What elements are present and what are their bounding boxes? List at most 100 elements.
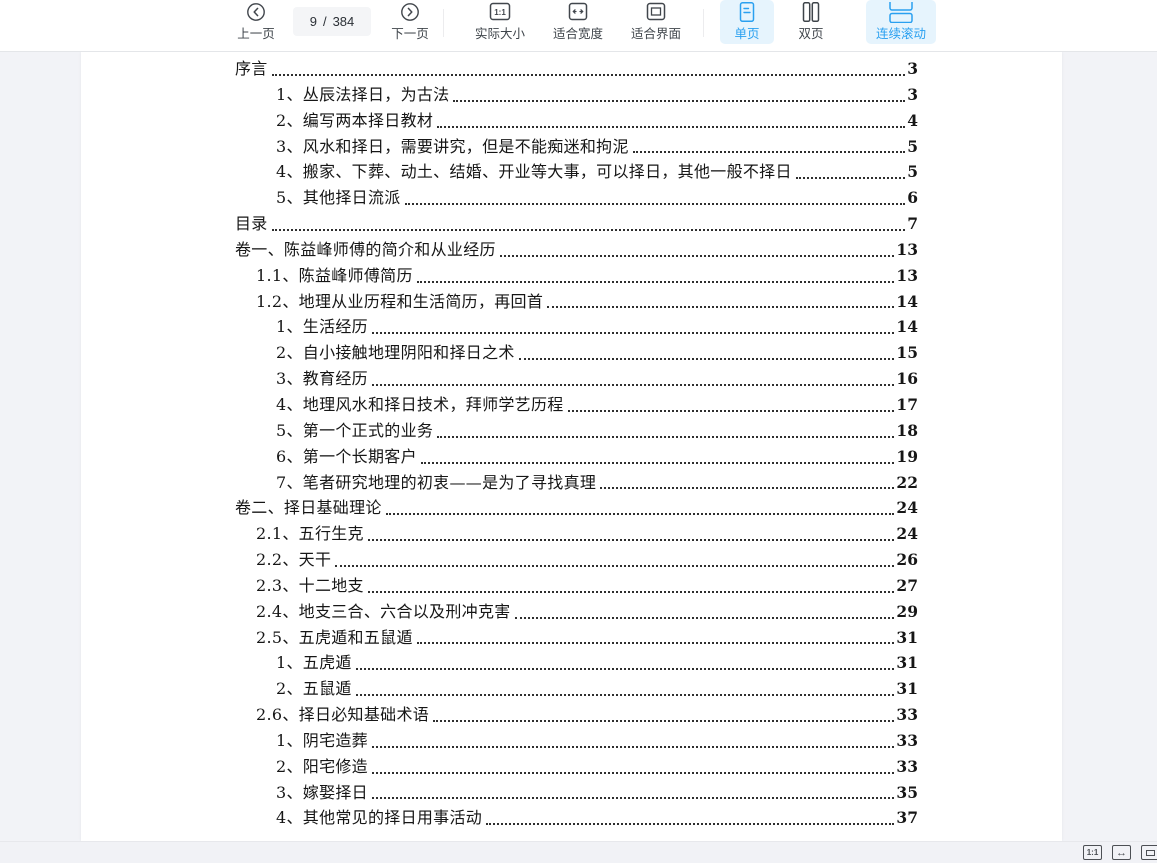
single-page-button[interactable]: 单页 (720, 0, 774, 44)
toc-entry: 2.5、五虎遁和五鼠遁 31 (81, 625, 1062, 651)
toc-entry-label: 1.2、地理从业历程和生活简历，再回首 (256, 291, 544, 311)
toc-dots-leader (335, 564, 895, 567)
toc-dots-leader (371, 797, 895, 800)
actual-size-button[interactable]: 1:1 实际大小 (468, 0, 532, 44)
previous-page-button[interactable]: 上一页 (230, 0, 282, 44)
toc-entry-page: 33 (896, 756, 918, 776)
toc-dots-leader (271, 73, 906, 76)
toc-dots-leader (404, 203, 906, 206)
toc-entry-label: 3、嫁娶择日 (276, 782, 368, 802)
toc-entry-label: 2、自小接触地理阴阳和择日之术 (276, 343, 515, 363)
toc-dots-leader (567, 409, 895, 412)
toc-entry-page: 33 (896, 705, 918, 725)
toc-dots-leader (437, 435, 895, 438)
double-page-button[interactable]: 双页 (784, 0, 838, 44)
single-page-icon (737, 1, 757, 23)
toc-entry-page: 27 (896, 575, 918, 595)
statusbar-fit-width-icon[interactable]: ↔ (1112, 845, 1131, 860)
toc-dots-leader (632, 151, 906, 154)
toc-entry-label: 1、五虎遁 (276, 653, 352, 673)
toc-dots-leader (486, 823, 895, 826)
toc-entry-page: 13 (896, 239, 918, 259)
statusbar-fit-page-icon[interactable] (1141, 845, 1157, 860)
toc-entry-page: 31 (896, 653, 918, 673)
single-page-label: 单页 (734, 27, 760, 41)
toc-entry-page: 19 (896, 446, 918, 466)
toc-dots-leader (499, 254, 895, 257)
continuous-scroll-label: 连续滚动 (875, 27, 926, 41)
toc-dots-leader (367, 590, 895, 593)
toc-entry-page: 6 (907, 188, 918, 208)
toc-entry-label: 序言 (235, 59, 268, 78)
fit-width-button[interactable]: 适合宽度 (546, 0, 610, 44)
pdf-toolbar: 上一页 9 / 384 下一页 1:1 实际大小 (0, 0, 1157, 52)
toc-entry-label: 2.6、择日必知基础术语 (256, 705, 430, 725)
toc-entry: 1、丛辰法择日，为古法 3 (81, 82, 1062, 108)
toc-entry-label: 6、第一个长期客户 (276, 446, 417, 466)
statusbar-fit-page-glyph (1146, 849, 1155, 856)
toc-entry: 1.2、地理从业历程和生活简历，再回首 14 (81, 289, 1062, 315)
statusbar-actual-size-icon[interactable]: 1:1 (1083, 845, 1102, 860)
toc-entry-page: 33 (896, 730, 918, 750)
actual-size-icon: 1:1 (489, 1, 511, 23)
toc-entry-label: 2、编写两本择日教材 (276, 110, 434, 130)
fit-page-label: 适合界面 (630, 27, 681, 41)
toc-entry-label: 2、阳宅修造 (276, 756, 368, 776)
toc-entry-page: 18 (896, 420, 918, 440)
toc-entry-page: 31 (896, 679, 918, 699)
toc-entry-page: 14 (896, 291, 918, 311)
toc-entry-page: 29 (896, 601, 918, 621)
page-number-input[interactable]: 9 / 384 (293, 7, 371, 36)
toc-entry-label: 卷二、择日基础理论 (235, 498, 382, 518)
toc-entry: 5、其他择日流派 6 (81, 185, 1062, 211)
toc-entry: 2、编写两本择日教材 4 (81, 108, 1062, 134)
continuous-scroll-icon (888, 1, 914, 23)
toc-entry: 2.3、十二地支 27 (81, 573, 1062, 599)
toolbar-separator (703, 9, 704, 37)
fit-page-icon (645, 1, 667, 23)
toc-entry-page: 35 (896, 782, 918, 802)
toc-entry-label: 2、五鼠遁 (276, 679, 352, 699)
statusbar-fit-width-glyph: ↔ (1116, 846, 1127, 859)
next-page-button[interactable]: 下一页 (384, 0, 436, 44)
previous-page-label: 上一页 (237, 27, 275, 41)
toc-entry-label: 2.4、地支三合、六合以及刑冲克害 (256, 601, 511, 621)
toc-entry-label: 3、教育经历 (276, 369, 368, 389)
toc-dots-leader (420, 461, 895, 464)
toc-entry-page: 26 (896, 550, 918, 570)
toc-entry-label: 1、阴宅造葬 (276, 730, 368, 750)
toc-entry: 4、其他常见的择日用事活动 37 (81, 805, 1062, 831)
actual-size-label: 实际大小 (474, 27, 525, 41)
status-bar: 1:1 ↔ (0, 841, 1157, 863)
toc-dots-leader (371, 383, 895, 386)
document-viewport[interactable]: 序言 3 1、丛辰法择日，为古法 3 2、编写两本择日教材 4 3、风水和择日，需要讲究，但… (0, 52, 1157, 841)
toc-entry-page: 5 (907, 162, 918, 182)
toc-entry: 2、五鼠遁 31 (81, 676, 1062, 702)
toc-entry: 3、教育经历 16 (81, 366, 1062, 392)
toc-dots-leader (367, 539, 895, 542)
toc-dots-leader (355, 694, 895, 697)
toc-entry-page: 15 (896, 343, 918, 363)
toc-entry-label: 2.1、五行生克 (256, 524, 364, 544)
chevron-right-circle-icon (400, 1, 420, 23)
toc-entry: 2.2、天干 26 (81, 547, 1062, 573)
toc-entry: 卷一、陈益峰师傅的简介和从业经历 13 (81, 237, 1062, 263)
fit-page-button[interactable]: 适合界面 (624, 0, 688, 44)
toc-dots-leader (514, 616, 895, 619)
toc-dots-leader (385, 513, 895, 516)
toc-entry-label: 2.3、十二地支 (256, 575, 364, 595)
svg-text:1:1: 1:1 (494, 8, 506, 17)
toc-entry-page: 3 (907, 59, 918, 78)
toc-entry: 3、嫁娶择日 35 (81, 780, 1062, 806)
toc-entry-page: 7 (907, 214, 918, 234)
next-page-label: 下一页 (391, 27, 429, 41)
continuous-scroll-button[interactable]: 连续滚动 (866, 0, 936, 44)
toc-dots-leader (271, 228, 906, 231)
toc-entry-label: 3、风水和择日，需要讲究，但是不能痴迷和拘泥 (276, 136, 629, 156)
toc-entry-label: 5、其他择日流派 (276, 188, 401, 208)
double-page-icon (799, 1, 823, 23)
toc-entry-label: 目录 (235, 214, 268, 234)
toc-entry: 7、笔者研究地理的初衷——是为了寻找真理 22 (81, 470, 1062, 496)
toc-dots-leader (416, 642, 895, 645)
toc-entry: 目录 7 (81, 211, 1062, 237)
